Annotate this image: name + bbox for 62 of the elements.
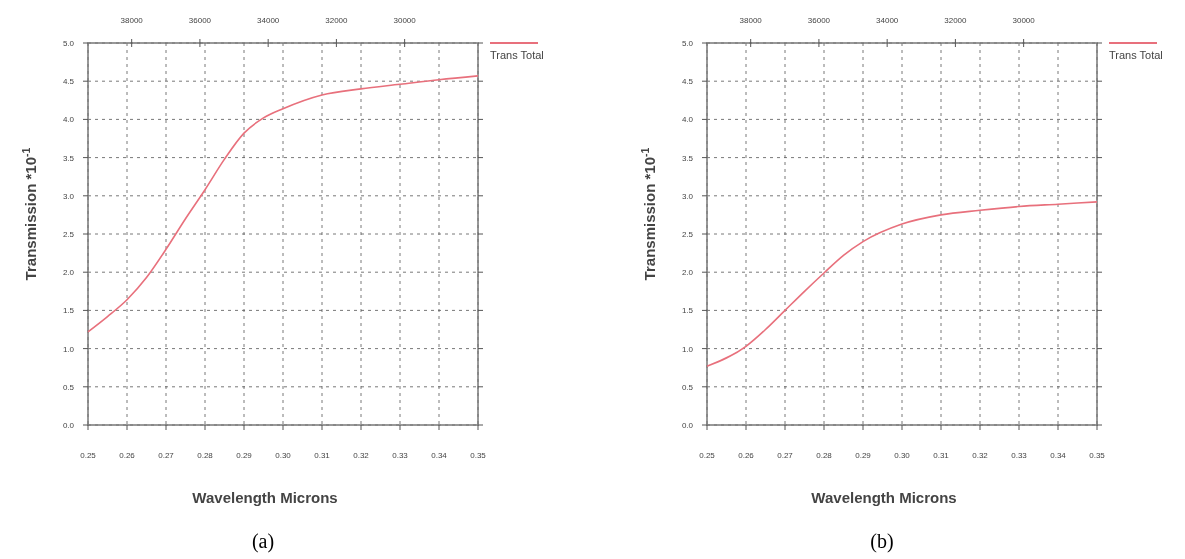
series-label: Trans Total bbox=[490, 49, 544, 61]
x-tick-label: 0.33 bbox=[1011, 451, 1028, 460]
x-tick-label: 0.32 bbox=[972, 451, 989, 460]
y-tick-label: 4.5 bbox=[62, 77, 75, 87]
x-tick-label: 0.26 bbox=[738, 451, 755, 460]
y-tick-label: 3.0 bbox=[62, 191, 75, 201]
y-tick-label: 1.0 bbox=[681, 344, 694, 354]
y-tick-label: 1.0 bbox=[62, 344, 75, 354]
x-tick-label: 0.33 bbox=[392, 451, 409, 460]
x-tick-label: 0.25 bbox=[699, 451, 716, 460]
line-series bbox=[706, 201, 1098, 367]
x2-tick-label: 38000 bbox=[120, 16, 144, 25]
x2-tick-label: 32000 bbox=[944, 16, 968, 25]
x2-tick-label: 34000 bbox=[876, 16, 899, 25]
y-tick-label: 4.0 bbox=[62, 115, 75, 125]
x2-tick-label: 30000 bbox=[393, 16, 417, 25]
x-axis-title: Wavelength Microns bbox=[192, 489, 338, 506]
y-tick-label: 5.0 bbox=[62, 39, 75, 48]
x2-tick-label: 38000 bbox=[739, 16, 763, 25]
x-axis-title: Wavelength Microns bbox=[811, 489, 957, 506]
x-tick-label: 0.28 bbox=[816, 451, 833, 460]
text: Trans Total bbox=[1109, 49, 1163, 61]
x-tick-label: 0.34 bbox=[431, 451, 448, 460]
y-tick-label: 3.5 bbox=[681, 153, 694, 163]
y-tick-label: 3.5 bbox=[62, 153, 75, 163]
y-tick-label: 2.5 bbox=[681, 230, 694, 239]
x-tick-label: 0.29 bbox=[855, 451, 872, 460]
x2-tick-label: 30000 bbox=[1012, 16, 1036, 25]
x-tick-label: 0.31 bbox=[314, 451, 331, 460]
x2-tick-label: 34000 bbox=[257, 16, 280, 25]
x-tick-label: 0.26 bbox=[119, 451, 136, 460]
text: (b) bbox=[870, 530, 894, 553]
x-tick-label: 0.32 bbox=[353, 451, 370, 460]
x2-tick-label: 32000 bbox=[325, 16, 349, 25]
x-tick-label: 0.35 bbox=[470, 451, 487, 460]
y-tick-label: 3.0 bbox=[681, 191, 694, 201]
x-tick-label: 0.30 bbox=[275, 451, 292, 460]
y-tick-label: 2.5 bbox=[62, 230, 75, 239]
y-tick-label: 5.0 bbox=[681, 39, 694, 48]
y-tick-label: 2.0 bbox=[681, 268, 694, 278]
x-tick-label: 0.27 bbox=[777, 451, 794, 460]
y-tick-label: 0.0 bbox=[681, 421, 694, 430]
y-tick-label: 0.5 bbox=[681, 382, 694, 392]
y-tick-label: 4.0 bbox=[681, 115, 694, 125]
x-tick-label: 0.35 bbox=[1089, 451, 1106, 460]
x-tick-label: 0.28 bbox=[197, 451, 214, 460]
x-tick-label: 0.25 bbox=[80, 451, 97, 460]
text: (a) bbox=[251, 530, 275, 553]
y-tick-label: 1.5 bbox=[681, 306, 694, 316]
y-tick-label: 4.5 bbox=[681, 77, 694, 87]
x-tick-label: 0.31 bbox=[933, 451, 950, 460]
x-tick-label: 0.29 bbox=[236, 451, 253, 460]
x-tick-label: 0.30 bbox=[894, 451, 911, 460]
line-series bbox=[87, 75, 479, 333]
x-tick-label: 0.34 bbox=[1050, 451, 1067, 460]
y-tick-label: 1.5 bbox=[62, 306, 75, 316]
y-tick-label: 0.5 bbox=[62, 382, 75, 392]
y-tick-label: 2.0 bbox=[62, 268, 75, 278]
y-tick-label: 0.0 bbox=[62, 421, 75, 430]
x2-tick-label: 36000 bbox=[188, 16, 212, 25]
x-tick-label: 0.27 bbox=[158, 451, 175, 460]
x2-tick-label: 36000 bbox=[807, 16, 831, 25]
